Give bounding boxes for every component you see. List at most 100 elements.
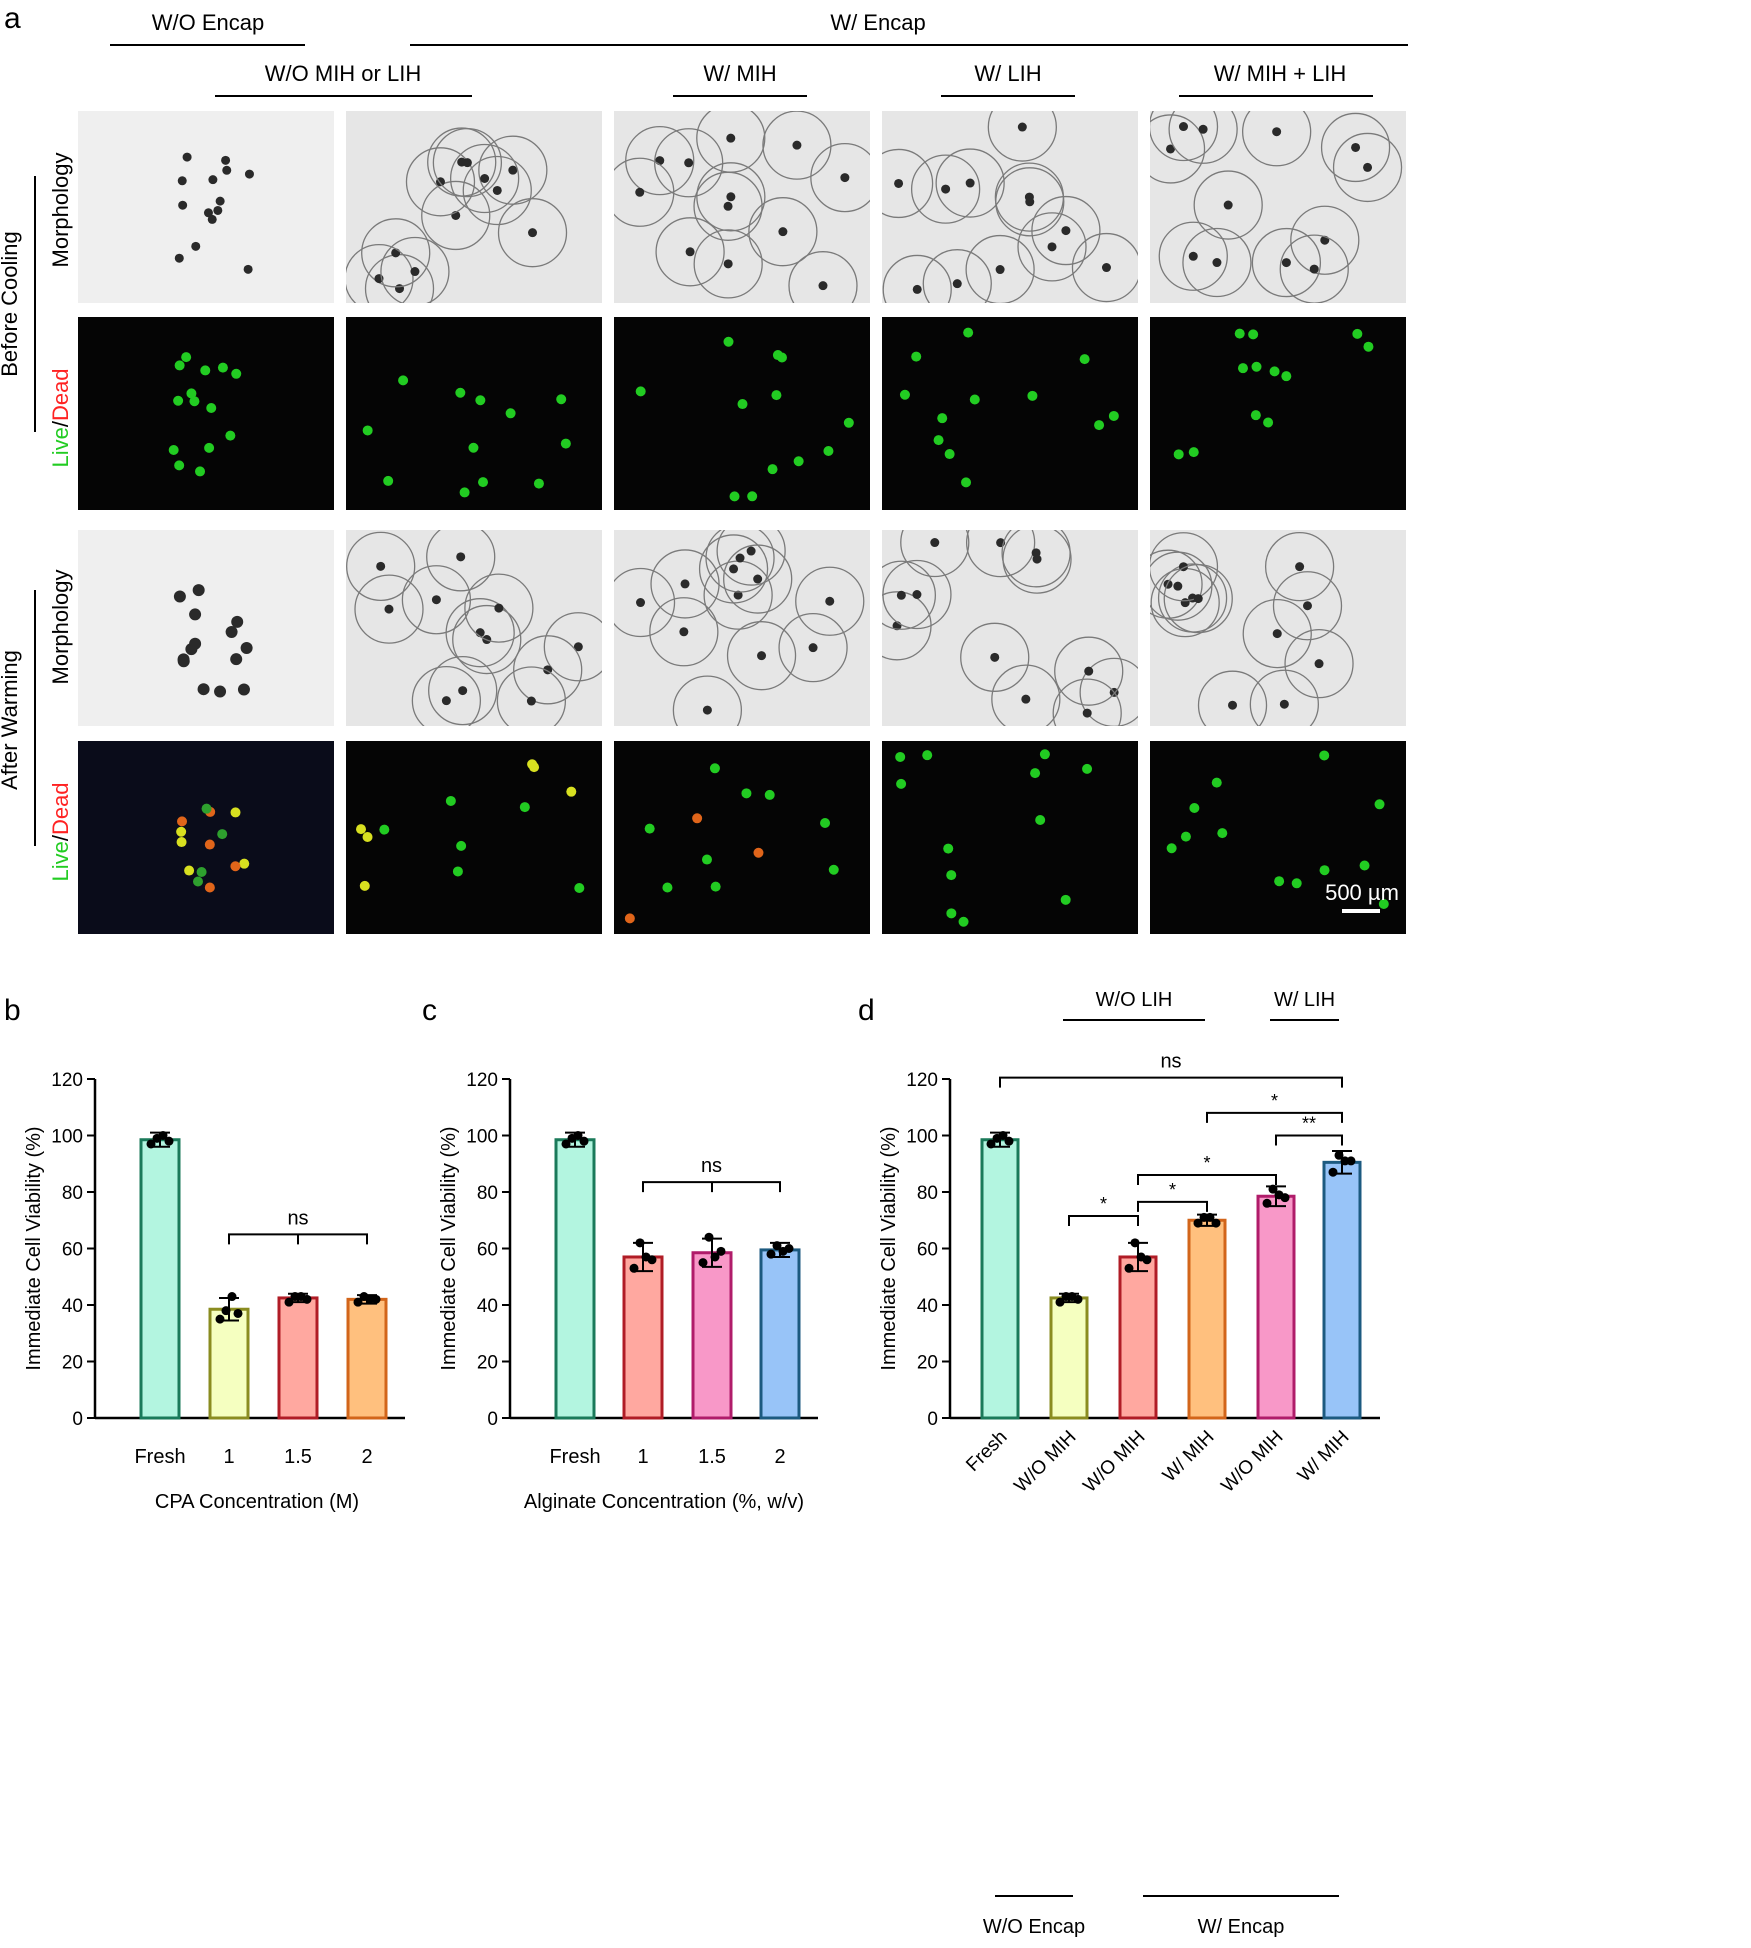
y-tick-label: 0	[487, 1409, 498, 1430]
bar	[759, 1248, 801, 1420]
fluorescent-cell	[946, 870, 957, 881]
micrograph-tile	[346, 111, 602, 303]
fluorescent-cell	[723, 336, 734, 347]
y-tick-label: 40	[62, 1296, 83, 1317]
y-tick-label: 20	[917, 1353, 938, 1374]
significance-bracket	[999, 1076, 1343, 1088]
bar	[277, 1296, 319, 1420]
fluorescent-cell	[961, 477, 972, 488]
micrograph-tile	[1150, 111, 1406, 303]
y-tick-label: 60	[477, 1240, 498, 1261]
micrograph-tile	[614, 317, 870, 510]
cell	[1025, 197, 1035, 207]
fluorescent-cell	[644, 823, 655, 834]
micrograph-background	[78, 111, 334, 303]
fluorescent-cell	[206, 403, 217, 414]
fluorescent-cell	[776, 352, 787, 363]
capsule	[1079, 657, 1138, 726]
cell	[192, 584, 205, 597]
fluorescent-cell	[529, 762, 540, 773]
fluorescent-cell	[452, 866, 463, 877]
micrograph-tile	[78, 741, 334, 934]
cell	[1279, 699, 1289, 709]
capsule	[1290, 205, 1360, 275]
capsule	[464, 573, 534, 643]
fluorescent-cell	[944, 449, 955, 460]
cell	[1272, 127, 1282, 137]
cell	[1061, 226, 1071, 236]
cell	[965, 178, 975, 188]
capsule	[1150, 532, 1219, 602]
data-point	[1193, 1218, 1203, 1228]
capsule	[778, 613, 848, 683]
data-point	[221, 1306, 231, 1316]
capsule	[346, 531, 416, 601]
fluorescent-cell	[1378, 898, 1389, 909]
fluorescent-cell	[771, 390, 782, 401]
cell	[173, 590, 186, 603]
fluorescent-cell	[398, 375, 409, 386]
cell	[1212, 258, 1222, 268]
fluorescent-cell	[356, 824, 367, 835]
fluorescent-cell	[195, 466, 206, 477]
fluorescent-cell	[196, 867, 207, 878]
capsule	[693, 171, 763, 241]
y-tick-label: 40	[917, 1296, 938, 1317]
micrograph-tile	[614, 741, 870, 934]
slash: /	[48, 420, 73, 427]
cell	[1166, 144, 1176, 154]
cell	[757, 651, 767, 661]
row-label-morphology-2: Morphology	[48, 570, 73, 685]
fluorescent-cell	[192, 876, 203, 887]
header-wo-encap: W/O Encap	[152, 10, 264, 35]
micrograph-tile	[346, 530, 602, 726]
fluorescent-cell	[741, 788, 752, 799]
fluorescent-cell	[820, 817, 831, 828]
row-group-after-warming: After Warming	[0, 650, 22, 790]
cell	[178, 200, 188, 210]
capsule	[965, 530, 1036, 578]
cell	[189, 637, 202, 650]
scale-bar-label: 500 µm	[1325, 880, 1399, 905]
data-point	[986, 1139, 996, 1149]
significance-bracket	[228, 1233, 368, 1245]
micrograph-background	[346, 111, 602, 303]
cell	[1351, 142, 1361, 152]
fluorescent-cell	[566, 786, 577, 797]
capsule	[650, 549, 720, 619]
data-point	[579, 1136, 589, 1146]
cell	[494, 603, 504, 613]
fluorescent-cell	[1108, 410, 1119, 421]
micrograph-tile	[614, 111, 870, 303]
data-point	[1004, 1136, 1014, 1146]
capsule	[543, 612, 602, 682]
fluorescent-cell	[445, 795, 456, 806]
fluorescent-cell	[767, 464, 778, 475]
cell	[1272, 629, 1282, 639]
fluorescent-cell	[1237, 363, 1248, 374]
cell	[894, 178, 904, 188]
data-point	[164, 1136, 174, 1146]
micrograph-background	[1150, 741, 1406, 934]
capsule	[1193, 170, 1263, 240]
x-tick-label: Fresh	[549, 1446, 600, 1468]
y-tick-label: 0	[927, 1409, 938, 1430]
fluorescent-cell	[475, 395, 486, 406]
cell	[1084, 666, 1094, 676]
cell	[1223, 200, 1233, 210]
cell	[952, 279, 962, 289]
fluorescent-cell	[933, 435, 944, 446]
fluorescent-cell	[505, 408, 516, 419]
x-tick-label: Fresh	[962, 1427, 1011, 1476]
cell	[1228, 700, 1238, 710]
fluorescent-cell	[204, 839, 215, 850]
capsule	[965, 234, 1035, 303]
fluorescent-cell	[1189, 802, 1200, 813]
capsule	[716, 530, 786, 586]
fluorescent-cell	[204, 882, 215, 893]
fluorescent-cell	[468, 442, 479, 453]
cell	[458, 686, 468, 696]
capsule	[1242, 598, 1312, 669]
x-tick-label: W/O MIH	[1079, 1427, 1149, 1497]
capsule	[428, 655, 498, 726]
